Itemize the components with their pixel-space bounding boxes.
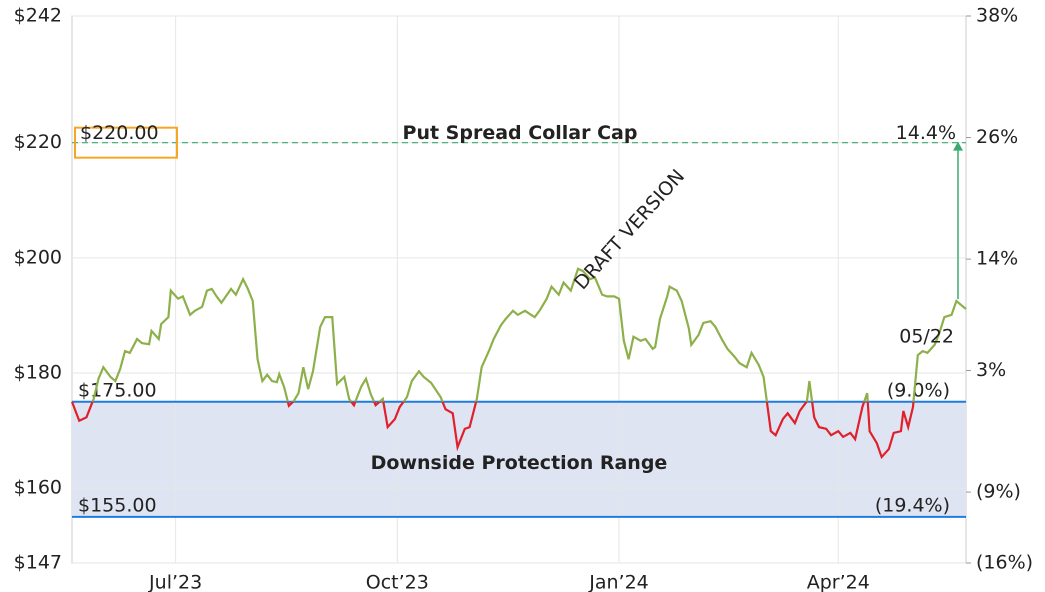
y-tick-label: $242 — [14, 5, 62, 27]
y2-tick-label: 38% — [976, 5, 1018, 27]
y-tick-label: $220 — [14, 131, 62, 153]
y2-tick-label: 26% — [976, 126, 1018, 148]
floor-pct-label: (9.0%) — [887, 379, 950, 401]
price-line-below — [70, 401, 915, 460]
cap-label: $220.00 — [80, 122, 159, 144]
x-tick-label: Apr’24 — [807, 572, 870, 592]
y-tick-label: $180 — [14, 361, 62, 383]
y2-tick-label: (9%) — [976, 481, 1021, 503]
x-tick-label: Oct’23 — [366, 572, 429, 592]
x-tick-label: Jan’24 — [588, 572, 649, 592]
price-line — [72, 267, 967, 402]
cap-pct-label: 14.4% — [896, 122, 956, 144]
floor-pct-label: (19.4%) — [875, 494, 950, 516]
last-date-label: 05/22 — [899, 326, 954, 348]
y2-tick-label: (16%) — [976, 552, 1033, 574]
cap-box — [74, 126, 178, 159]
range-label: Downside Protection Range — [371, 452, 668, 474]
floor-label: $155.00 — [78, 494, 157, 516]
cap-arrowhead — [953, 141, 963, 151]
x-tick-label: Jul’23 — [148, 572, 202, 592]
y2-tick-label: 3% — [976, 359, 1006, 381]
y-tick-label: $147 — [14, 552, 62, 574]
y-tick-label: $200 — [14, 246, 62, 268]
y-tick-label: $160 — [14, 477, 62, 499]
y2-tick-label: 14% — [976, 248, 1018, 270]
cap-title: Put Spread Collar Cap — [403, 122, 638, 144]
floor-label: $175.00 — [78, 379, 157, 401]
